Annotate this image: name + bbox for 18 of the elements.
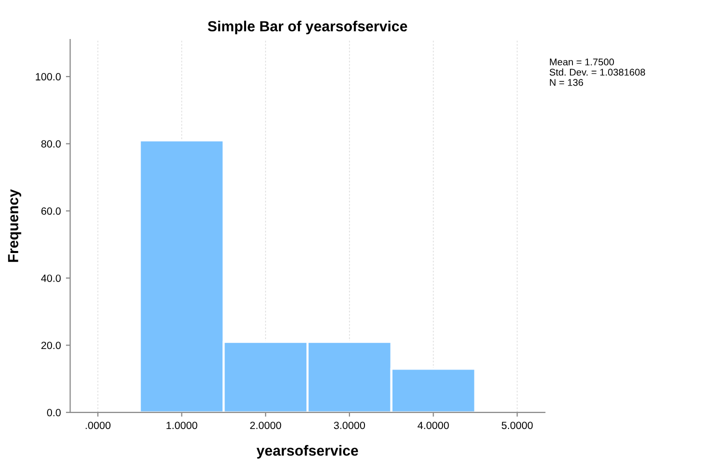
y-tick-label: 60.0 [41, 207, 61, 215]
x-axis-title: yearsofservice [256, 445, 358, 459]
y-tick-label: 40.0 [41, 274, 61, 282]
chart-title: Simple Bar of yearsofservice [208, 20, 408, 34]
text: Std. Dev. = 1.0381608 [550, 68, 646, 76]
x-tick-label: 5.0000 [502, 422, 533, 430]
y-tick-label: 20.0 [41, 342, 61, 350]
y-tick-label: 80.0 [41, 140, 61, 148]
y-tick-label: 0.0 [47, 408, 61, 416]
text: Mean = 1.7500 [550, 58, 614, 66]
x-tick-label: .0000 [86, 422, 110, 430]
text: N = 136 [550, 79, 584, 86]
y-axis-title: Frequency [8, 189, 22, 262]
x-tick-label: 1.0000 [166, 422, 198, 430]
x-tick-label: 3.0000 [334, 422, 365, 430]
x-tick-label: 4.0000 [418, 422, 449, 430]
y-tick-label: 100.0 [36, 73, 61, 80]
x-tick-label: 2.0000 [250, 422, 282, 430]
